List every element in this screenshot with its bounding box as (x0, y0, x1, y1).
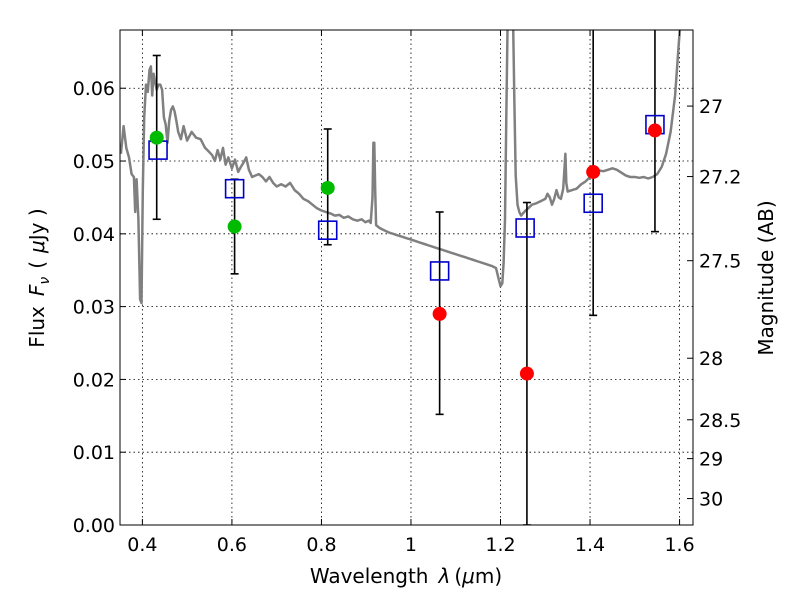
model-flux-square (429, 261, 450, 281)
y-tick-label: 0.01 (73, 442, 115, 464)
x-tick-label: 1.2 (485, 534, 515, 556)
model-flux-square (515, 218, 535, 238)
model-flux-square (224, 178, 245, 199)
x-tick-label: 1 (405, 534, 417, 556)
y-tick-label: 0.05 (73, 151, 115, 173)
y-tick-label: 0.04 (73, 224, 115, 246)
model-flux-square (317, 220, 338, 240)
model-sed-line (120, 30, 682, 305)
optical-observed-point (320, 180, 335, 195)
grid-lines (120, 30, 693, 526)
optical-observed-point (227, 219, 242, 234)
magnitude-tick-label: 28.5 (699, 410, 741, 432)
nir-observed-point (647, 123, 662, 138)
magnitude-tick-label: 27.2 (699, 167, 741, 189)
x-tick-label: 0.6 (217, 534, 247, 556)
magnitude-tick-label: 27.5 (699, 251, 741, 273)
plot-area (120, 30, 682, 525)
x-tick-label: 0.8 (306, 534, 336, 556)
x-tick-label: 1.6 (664, 534, 694, 556)
model-flux-square (583, 193, 603, 214)
plot-frame (119, 29, 694, 526)
y-axis-label: FluxFν(μJy ) (25, 208, 53, 347)
magnitude-axis-label: Magnitude (AB) (754, 200, 778, 355)
magnitude-tick-label: 28 (699, 348, 723, 370)
magnitude-tick-label: 30 (699, 489, 723, 511)
nir-observed-point (432, 306, 447, 321)
x-tick-label: 1.4 (575, 534, 605, 556)
y-tick-label: 0.06 (73, 78, 115, 100)
y-tick-label: 0.02 (73, 369, 115, 391)
nir-observed-point (586, 164, 601, 179)
magnitude-tick-label: 27 (699, 96, 723, 118)
x-axis-label: Wavelength λ (μm) (310, 564, 502, 588)
magnitude-tick-label: 29 (699, 449, 723, 471)
axis-ticks: 0.4 0.6 0.8 1 1.2 1.4 1.6 0.00 0.01 0.02 0.03 0.04 0… (73, 30, 741, 556)
nir-observed-point (519, 366, 534, 381)
x-tick-label: 0.4 (127, 534, 157, 556)
y-tick-label: 0.03 (73, 297, 115, 319)
optical-observed-point (149, 130, 164, 145)
y-tick-label: 0.00 (73, 515, 115, 537)
